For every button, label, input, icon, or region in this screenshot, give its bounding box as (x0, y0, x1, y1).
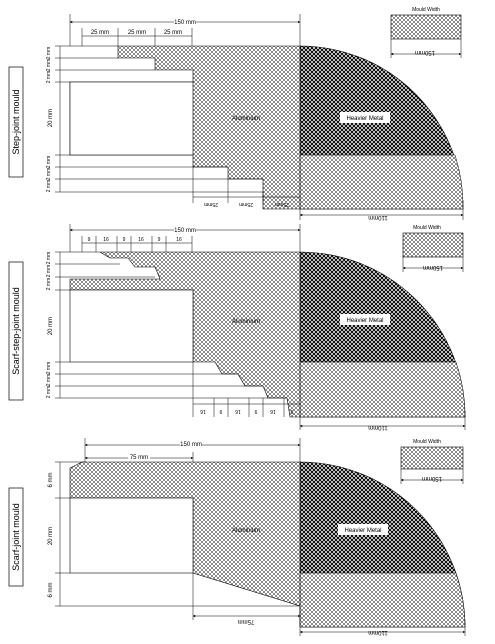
heavier-metal-label: Heavier Metal (346, 318, 383, 324)
lower-band (299, 154, 464, 210)
legend-title: Mould Width (413, 439, 441, 445)
left-dim: 2 mm (46, 71, 52, 84)
left-dim: 2 mm (46, 362, 52, 375)
aluminium-region (69, 251, 301, 418)
left-dim: 2 mm (46, 278, 52, 291)
bottom-dim: 16 (235, 408, 241, 414)
left-dim: 20 mm (48, 109, 54, 127)
lower-band (299, 361, 466, 418)
aluminium-label: Aluminium (232, 116, 260, 122)
bottom-total-dim: 110mm (368, 424, 388, 430)
left-dim: 2 mm (46, 386, 52, 399)
aluminium-label: Aluminium (232, 319, 260, 325)
bottom-dim: 75mm (238, 618, 255, 624)
legend-dim: 150mm (422, 475, 442, 481)
left-dim: 2 mm (46, 252, 52, 265)
left-dim: 20 mm (48, 317, 54, 335)
bottom-dim: 25mm (275, 201, 289, 207)
left-dim: 2 mm (46, 374, 52, 387)
side-label-box: Scarf-step-joint mould (8, 261, 24, 401)
panel-step-joint: Step-joint mould Aluminium Heavier Metal… (8, 7, 464, 220)
top-dimension: 150 mm (174, 20, 196, 26)
top-step-dim: 16 (138, 237, 144, 243)
side-label-box: Scarf-joint mould (8, 487, 24, 587)
side-label: Step-joint mould (11, 89, 21, 154)
top-step-dim: 25 mm (128, 30, 146, 36)
left-dim: 2 mm (46, 59, 52, 72)
top-step-dim: 75 mm (130, 455, 148, 461)
top-step-dim: 25 mm (91, 30, 109, 36)
left-dim: 2 mm (46, 156, 52, 169)
bottom-total-dim: 110mm (368, 629, 388, 635)
panel-scarf-joint: Scarf-joint mould Aluminium Heavier Meta… (8, 438, 466, 636)
side-label-box: Step-joint mould (8, 66, 24, 178)
mould-width-legend: Mould Width 150mm (400, 439, 464, 484)
top-dimension: 150 mm (174, 228, 196, 234)
side-label: Scarf-joint mould (11, 503, 21, 571)
top-step-dim: 16 (176, 237, 182, 243)
top-step-dim: 16 (103, 237, 109, 243)
mould-width-legend: Mould Width 150mm (390, 7, 462, 58)
side-label: Scarf-step-joint mould (11, 287, 21, 375)
top-step-dim: 25 mm (164, 30, 182, 36)
legend-title: Mould Width (413, 225, 441, 231)
legend-dim: 150mm (415, 49, 435, 55)
left-dim: 2 mm (46, 168, 52, 181)
legend-title: Mould Width (412, 7, 440, 13)
left-dim: 2 mm (46, 265, 52, 278)
left-dim: 2 mm (46, 47, 52, 60)
panel-scarf-step-joint: Scarf-step-joint mould Aluminium Heavier… (8, 224, 466, 430)
top-dimension: 150 mm (180, 442, 202, 448)
bottom-dim: 16 (270, 408, 276, 414)
bottom-total-dim: 110mm (368, 214, 388, 220)
left-dim: 6 mm (48, 582, 54, 597)
mould-width-legend: Mould Width 150mm (402, 225, 464, 272)
bottom-dim: 25mm (204, 201, 218, 207)
heavier-metal-label: Heavier Metal (344, 528, 381, 534)
bottom-dim: 9 (219, 408, 222, 414)
top-step-dim: 9 (88, 237, 91, 243)
heavier-metal-label: Heavier Metal (346, 116, 383, 122)
lower-band (299, 572, 466, 628)
top-step-dim: 9 (123, 237, 126, 243)
left-dim: 6 mm (48, 472, 54, 487)
left-dim: 20 mm (48, 527, 54, 545)
bottom-dim: 9 (254, 408, 257, 414)
legend-dim: 150mm (423, 264, 443, 270)
bottom-dim: 25mm (239, 201, 253, 207)
top-step-dim: 9 (158, 237, 161, 243)
bottom-dim: 16 (200, 408, 206, 414)
left-dim: 2 mm (46, 180, 52, 193)
bottom-dim: 9 (290, 408, 293, 414)
aluminium-label: Aluminium (232, 528, 260, 534)
